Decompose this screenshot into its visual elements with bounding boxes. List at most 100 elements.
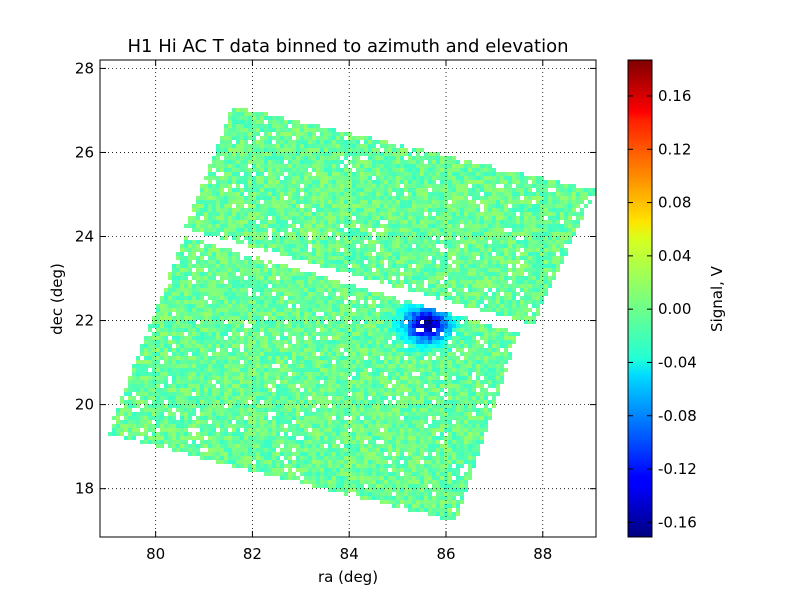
- heatmap-cell: [288, 176, 292, 180]
- heatmap-cell: [188, 336, 192, 340]
- heatmap-cell: [316, 304, 320, 308]
- heatmap-cell: [528, 240, 532, 244]
- heatmap-cell: [432, 172, 436, 176]
- heatmap-cell: [412, 280, 416, 284]
- heatmap-cell: [224, 164, 228, 168]
- heatmap-cell: [348, 152, 352, 156]
- heatmap-cell: [360, 372, 364, 376]
- heatmap-cell: [296, 256, 300, 260]
- heatmap-cell: [328, 340, 332, 344]
- heatmap-cell: [316, 128, 320, 132]
- heatmap-cell: [436, 228, 440, 232]
- heatmap-cell: [300, 348, 304, 352]
- heatmap-cell: [476, 208, 480, 212]
- heatmap-cell: [144, 376, 148, 380]
- heatmap-cell: [244, 120, 248, 124]
- heatmap-cell: [400, 352, 404, 356]
- heatmap-cell: [276, 192, 280, 196]
- heatmap-cell: [472, 284, 476, 288]
- heatmap-cell: [380, 308, 384, 312]
- heatmap-cell: [168, 312, 172, 316]
- heatmap-cell: [556, 180, 560, 184]
- heatmap-cell: [344, 244, 348, 248]
- heatmap-cell: [256, 216, 260, 220]
- heatmap-cell: [188, 256, 192, 260]
- heatmap-cell: [252, 264, 256, 268]
- heatmap-cell: [536, 264, 540, 268]
- heatmap-cell: [344, 148, 348, 152]
- heatmap-cell: [568, 220, 572, 224]
- heatmap-cell: [492, 200, 496, 204]
- heatmap-cell: [320, 168, 324, 172]
- heatmap-cell: [356, 372, 360, 376]
- heatmap-cell: [508, 188, 512, 192]
- heatmap-cell: [292, 372, 296, 376]
- heatmap-cell: [516, 304, 520, 308]
- heatmap-cell: [284, 340, 288, 344]
- heatmap-cell: [308, 344, 312, 348]
- heatmap-cell: [324, 308, 328, 312]
- heatmap-cell: [380, 244, 384, 248]
- heatmap-cell: [564, 216, 568, 220]
- heatmap-cell: [444, 320, 448, 324]
- heatmap-cell: [580, 192, 584, 196]
- heatmap-cell: [256, 272, 260, 276]
- heatmap-cell: [248, 128, 252, 132]
- heatmap-cell: [264, 276, 268, 280]
- heatmap-cell: [504, 240, 508, 244]
- heatmap-cell: [400, 336, 404, 340]
- heatmap-cell: [252, 320, 256, 324]
- heatmap-cell: [352, 324, 356, 328]
- heatmap-cell: [464, 208, 468, 212]
- heatmap-cell: [544, 236, 548, 240]
- heatmap-cell: [280, 280, 284, 284]
- heatmap-cell: [244, 308, 248, 312]
- heatmap-cell: [304, 164, 308, 168]
- heatmap-cell: [476, 204, 480, 208]
- heatmap-cell: [424, 264, 428, 268]
- heatmap-cell: [416, 216, 420, 220]
- heatmap-cell: [244, 348, 248, 352]
- heatmap-cell: [260, 236, 264, 240]
- heatmap-cell: [548, 184, 552, 188]
- heatmap-cell: [284, 280, 288, 284]
- heatmap-cell: [264, 136, 268, 140]
- heatmap-cell: [188, 284, 192, 288]
- heatmap-cell: [200, 240, 204, 244]
- heatmap-cell: [300, 156, 304, 160]
- heatmap-cell: [504, 232, 508, 236]
- heatmap-cell: [172, 304, 176, 308]
- heatmap-cell: [224, 372, 228, 376]
- heatmap-cell: [468, 260, 472, 264]
- heatmap-cell: [508, 288, 512, 292]
- heatmap-cell: [224, 124, 228, 128]
- heatmap-cell: [260, 148, 264, 152]
- heatmap-cell: [340, 368, 344, 372]
- heatmap-cell: [268, 136, 272, 140]
- heatmap-cell: [344, 188, 348, 192]
- heatmap-cell: [236, 300, 240, 304]
- heatmap-cell: [240, 148, 244, 152]
- heatmap-cell: [504, 304, 508, 308]
- heatmap-cell: [252, 120, 256, 124]
- heatmap-cell: [380, 364, 384, 368]
- heatmap-cell: [244, 164, 248, 168]
- heatmap-cell: [464, 368, 468, 372]
- heatmap-cell: [184, 304, 188, 308]
- heatmap-cell: [272, 268, 276, 272]
- heatmap-cell: [340, 184, 344, 188]
- heatmap-cell: [448, 284, 452, 288]
- heatmap-cell: [528, 248, 532, 252]
- heatmap-cell: [244, 300, 248, 304]
- heatmap-cell: [460, 204, 464, 208]
- heatmap-cell: [564, 184, 568, 188]
- heatmap-cell: [544, 232, 548, 236]
- heatmap-cell: [484, 308, 488, 312]
- heatmap-cell: [516, 200, 520, 204]
- heatmap-cell: [456, 320, 460, 324]
- heatmap-cell: [536, 184, 540, 188]
- heatmap-cell: [220, 256, 224, 260]
- heatmap-cell: [236, 296, 240, 300]
- heatmap-cell: [356, 168, 360, 172]
- heatmap-cell: [196, 304, 200, 308]
